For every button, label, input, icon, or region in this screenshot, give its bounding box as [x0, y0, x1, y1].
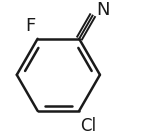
Text: F: F	[25, 17, 35, 35]
Text: Cl: Cl	[80, 117, 96, 135]
Text: N: N	[96, 1, 109, 19]
